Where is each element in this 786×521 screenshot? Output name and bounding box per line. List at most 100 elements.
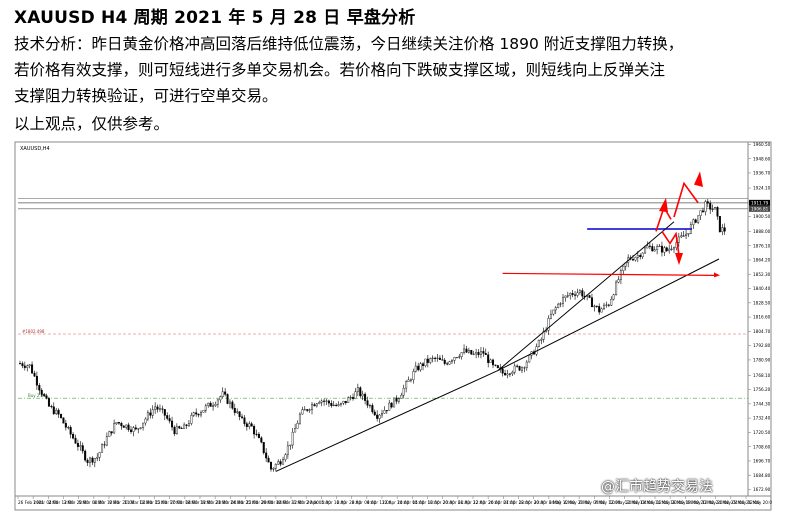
- candle-body: [31, 364, 34, 374]
- candle-body: [578, 290, 581, 293]
- candle-body: [262, 442, 265, 454]
- candle-body: [171, 420, 174, 428]
- candle-body: [412, 371, 415, 381]
- y-tick-label: 1900.50: [753, 214, 771, 219]
- candle-body: [243, 417, 246, 424]
- x-tick-label: 20 May 20:00: [701, 500, 730, 505]
- annotation-label-2: Buy 2.98: [28, 393, 46, 398]
- candle-body: [639, 255, 642, 258]
- candle-body: [318, 401, 321, 404]
- y-tick-label: 1768.10: [753, 373, 771, 378]
- candle-body: [460, 352, 463, 357]
- x-tick-label: 9 Mar 20:00: [109, 500, 135, 505]
- candle-body: [366, 400, 369, 406]
- y-tick-label: 1684.80: [753, 473, 771, 478]
- x-tick-label: 27 Apr 12:00: [503, 500, 531, 505]
- candle-body: [67, 427, 70, 429]
- candle-body: [598, 306, 601, 313]
- trendline-lower-ext: [497, 258, 720, 372]
- candle-body: [142, 422, 145, 428]
- candle-body: [554, 307, 557, 311]
- candle-body: [257, 433, 260, 439]
- price-label: 1906.81: [751, 207, 769, 212]
- candle-body: [272, 468, 275, 470]
- candle-body: [395, 397, 398, 402]
- candle-body: [33, 372, 36, 377]
- price-label-box: [749, 205, 770, 212]
- candle-body: [504, 373, 507, 376]
- candle-body: [677, 236, 680, 243]
- candle-body: [687, 233, 690, 235]
- x-tick-label: 24 May 04:00: [716, 500, 745, 505]
- candle-body: [622, 266, 625, 271]
- x-tick-label: 17 Mar 04:00: [170, 500, 198, 505]
- candle-body: [385, 410, 388, 412]
- x-tick-label: 15 Mar 20:00: [155, 500, 183, 505]
- down-arrow-head: [675, 253, 683, 265]
- candle-body: [511, 371, 514, 375]
- candle-body: [291, 431, 294, 446]
- candle-body: [409, 379, 412, 381]
- candle-body: [163, 409, 166, 416]
- candle-body: [549, 313, 552, 319]
- candle-body: [96, 457, 99, 459]
- candle-body: [279, 461, 282, 465]
- candle-body: [436, 357, 439, 359]
- candle-body: [607, 304, 610, 306]
- candle-body: [289, 444, 292, 447]
- y-tick-label: 1672.90: [753, 487, 771, 492]
- candle-body: [199, 412, 202, 416]
- candle-body: [668, 248, 671, 252]
- candle-body: [308, 409, 311, 411]
- x-tick-label: 14 Apr 04:00: [397, 500, 425, 505]
- candle-body: [207, 402, 210, 406]
- candle-body: [631, 258, 634, 261]
- candle-body: [682, 235, 685, 237]
- candle-body: [260, 437, 263, 443]
- candle-body: [660, 245, 663, 253]
- candle-body: [571, 293, 574, 295]
- x-tick-label: 8 Apr 04:00: [352, 500, 377, 505]
- candle-body: [156, 406, 159, 410]
- candle-body: [721, 227, 724, 233]
- candle-body: [617, 279, 620, 283]
- candle-body: [429, 358, 432, 363]
- x-tick-label: 26 May 20:00: [746, 500, 772, 505]
- candle-body: [619, 270, 622, 280]
- candle-body: [127, 424, 130, 431]
- candle-body: [475, 352, 478, 355]
- candle-body: [79, 445, 82, 447]
- x-tick-label: 8 Mar 12:00: [94, 500, 120, 505]
- x-tick-label: 12 May 04:00: [625, 500, 654, 505]
- candle-body: [178, 426, 181, 429]
- candle-body: [368, 405, 371, 407]
- price-label-box: [749, 199, 770, 206]
- candle-body: [590, 297, 593, 308]
- price-chart: 1960.501948.601936.701924.101912.301900.…: [14, 141, 772, 511]
- candle-body: [692, 219, 695, 225]
- candle-body: [113, 423, 116, 434]
- candle-body: [175, 426, 178, 435]
- candle-body: [81, 445, 84, 452]
- candle-body: [646, 245, 649, 249]
- chart-frame: [14, 141, 772, 511]
- candle-body: [381, 413, 384, 416]
- candle-body: [134, 427, 137, 430]
- candle-body: [26, 365, 29, 368]
- candle-body: [115, 422, 118, 424]
- candle-body: [513, 365, 516, 373]
- candle-body: [236, 411, 239, 413]
- candle-body: [269, 461, 272, 470]
- annotation-label-1: #1802.498: [22, 329, 45, 334]
- candle-body: [525, 361, 528, 368]
- candle-body: [241, 416, 244, 418]
- candle-body: [277, 461, 280, 465]
- x-tick-label: 25 May 12:00: [731, 500, 760, 505]
- candle-body: [564, 295, 567, 298]
- x-tick-label: 11 Mar 04:00: [124, 500, 152, 505]
- candle-body: [21, 363, 24, 367]
- candle-body: [122, 425, 125, 428]
- candle-body: [595, 305, 598, 307]
- candle-body: [612, 294, 615, 300]
